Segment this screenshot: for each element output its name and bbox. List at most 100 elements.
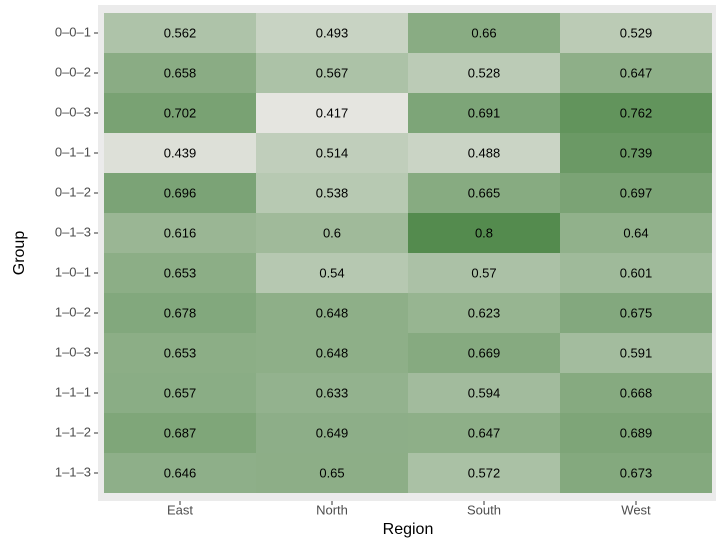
y-tick-label: 1–1–2: [55, 424, 91, 439]
heat-cell: [104, 373, 256, 413]
cell-label: 0.616: [164, 225, 197, 240]
cell-label: 0.649: [316, 425, 349, 440]
y-tick-label: 1–0–3: [55, 344, 91, 359]
cell-label: 0.762: [620, 105, 653, 120]
y-tick-label: 0–0–2: [55, 64, 91, 79]
cell-label: 0.691: [468, 105, 501, 120]
cell-label: 0.702: [164, 105, 197, 120]
cell-label: 0.648: [316, 345, 349, 360]
cell-label: 0.538: [316, 185, 349, 200]
cell-label: 0.689: [620, 425, 653, 440]
heat-cell: [560, 133, 712, 173]
heat-cell: [104, 173, 256, 213]
cell-label: 0.65: [319, 465, 344, 480]
x-tick-label: North: [316, 502, 348, 517]
cell-label: 0.54: [319, 265, 344, 280]
cell-label: 0.647: [468, 425, 501, 440]
y-tick-label: 1–0–1: [55, 264, 91, 279]
y-tick-label: 0–1–1: [55, 144, 91, 159]
cell-label: 0.739: [620, 145, 653, 160]
y-tick-label: 1–1–3: [55, 464, 91, 479]
heat-cell: [104, 133, 256, 173]
heat-cell: [104, 93, 256, 133]
heat-cell: [256, 133, 408, 173]
heat-cell: [560, 173, 712, 213]
heat-cell: [256, 333, 408, 373]
cell-label: 0.673: [620, 465, 653, 480]
heat-cell: [104, 333, 256, 373]
heat-cell: [256, 413, 408, 453]
heat-cell: [560, 13, 712, 53]
heat-cell: [408, 13, 560, 53]
heat-cell: [256, 213, 408, 253]
heat-cell: [256, 253, 408, 293]
y-axis-title: Group: [11, 231, 28, 276]
cell-label: 0.665: [468, 185, 501, 200]
x-tick-label: East: [167, 502, 193, 517]
heat-cell: [256, 53, 408, 93]
cell-label: 0.439: [164, 145, 197, 160]
y-tick-label: 0–0–1: [55, 24, 91, 39]
cell-label: 0.623: [468, 305, 501, 320]
cell-label: 0.6: [323, 225, 341, 240]
heat-cell: [408, 213, 560, 253]
cell-label: 0.66: [471, 25, 496, 40]
cell-label: 0.653: [164, 345, 197, 360]
heat-cell: [408, 53, 560, 93]
y-tick-label: 1–1–1: [55, 384, 91, 399]
cell-label: 0.8: [475, 225, 493, 240]
cell-label: 0.668: [620, 385, 653, 400]
cell-label: 0.529: [620, 25, 653, 40]
cell-label: 0.697: [620, 185, 653, 200]
heat-cell: [256, 373, 408, 413]
heat-cell: [408, 413, 560, 453]
heat-cell: [104, 13, 256, 53]
heat-cell: [560, 333, 712, 373]
heat-cell: [408, 293, 560, 333]
heat-cell: [104, 253, 256, 293]
heat-cell: [560, 293, 712, 333]
y-tick-label: 0–1–3: [55, 224, 91, 239]
heat-cell: [560, 453, 712, 493]
cell-label: 0.647: [620, 65, 653, 80]
heat-cell: [104, 213, 256, 253]
heat-cell: [256, 453, 408, 493]
heat-cell: [408, 333, 560, 373]
cell-label: 0.646: [164, 465, 197, 480]
heat-cell: [256, 93, 408, 133]
cell-label: 0.669: [468, 345, 501, 360]
heat-cell: [256, 13, 408, 53]
heat-cell: [560, 413, 712, 453]
cell-label: 0.417: [316, 105, 349, 120]
cell-label: 0.658: [164, 65, 197, 80]
heat-cell: [408, 173, 560, 213]
cell-label: 0.648: [316, 305, 349, 320]
cell-label: 0.514: [316, 145, 349, 160]
cell-label: 0.528: [468, 65, 501, 80]
cell-label: 0.572: [468, 465, 501, 480]
heat-cell: [408, 93, 560, 133]
heat-cell: [560, 373, 712, 413]
y-tick-label: 1–0–2: [55, 304, 91, 319]
heat-cell: [408, 373, 560, 413]
cell-label: 0.594: [468, 385, 501, 400]
heat-cell: [560, 253, 712, 293]
cell-label: 0.493: [316, 25, 349, 40]
cell-label: 0.601: [620, 265, 653, 280]
cell-label: 0.653: [164, 265, 197, 280]
heat-cell: [560, 93, 712, 133]
heat-cell: [560, 53, 712, 93]
cell-label: 0.675: [620, 305, 653, 320]
heat-cell: [560, 213, 712, 253]
x-axis-title: Region: [383, 521, 434, 538]
cell-label: 0.64: [623, 225, 648, 240]
y-tick-label: 0–1–2: [55, 184, 91, 199]
cell-label: 0.678: [164, 305, 197, 320]
cell-label: 0.633: [316, 385, 349, 400]
y-tick-label: 0–0–3: [55, 104, 91, 119]
heat-cell: [408, 253, 560, 293]
heat-cell: [408, 133, 560, 173]
heat-cell: [104, 453, 256, 493]
heat-cell: [104, 413, 256, 453]
